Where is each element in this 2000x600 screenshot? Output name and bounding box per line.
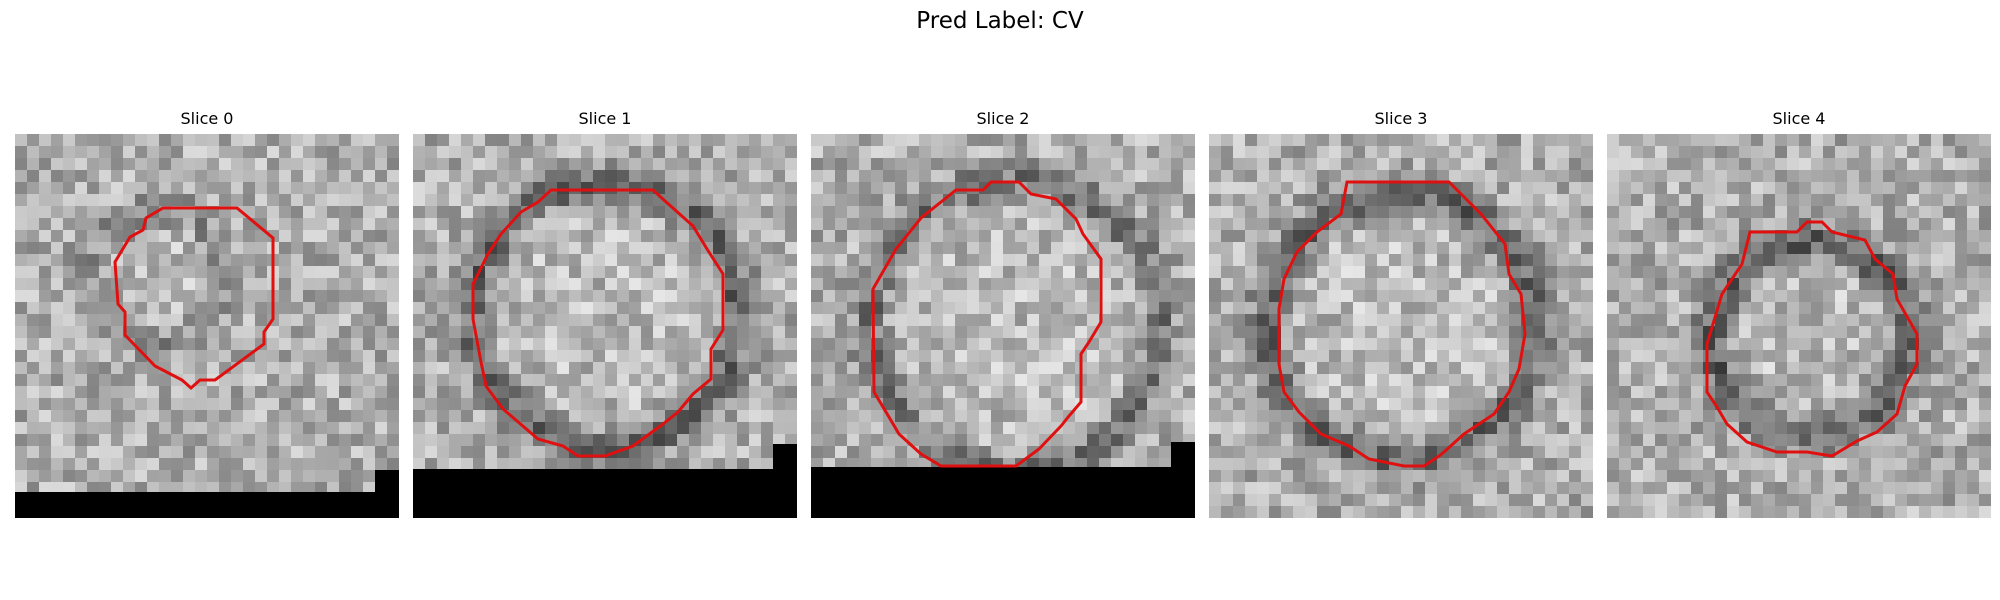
slice-panel-1: Slice 1 xyxy=(413,108,797,518)
membrane-contour xyxy=(871,180,1103,468)
figure-title: Pred Label: CV xyxy=(916,8,1084,34)
slice-image-1 xyxy=(413,134,797,518)
slice-image-3 xyxy=(1209,134,1593,518)
slice-image-4 xyxy=(1607,134,1991,518)
mask-region xyxy=(811,442,1195,518)
slice-panel-0: Slice 0 xyxy=(15,108,399,518)
membrane-contour xyxy=(113,206,275,391)
membrane-contour xyxy=(1705,220,1919,458)
membrane-contour xyxy=(471,188,725,458)
slice-overlay-3 xyxy=(1277,180,1527,468)
mask-region xyxy=(15,470,399,518)
slice-overlay-2 xyxy=(811,180,1195,518)
membrane-contour xyxy=(1277,180,1527,468)
slice-image-2 xyxy=(811,134,1195,518)
slice-panel-3: Slice 3 xyxy=(1209,108,1593,518)
slice-title-3: Slice 3 xyxy=(1374,109,1428,128)
slice-panel-2: Slice 2 xyxy=(811,108,1195,518)
slice-title-4: Slice 4 xyxy=(1772,109,1826,128)
slice-title-1: Slice 1 xyxy=(578,109,632,128)
slice-title-2: Slice 2 xyxy=(976,109,1030,128)
slice-title-0: Slice 0 xyxy=(180,109,234,128)
slice-overlay-0 xyxy=(15,206,399,518)
slice-overlay-1 xyxy=(413,188,797,518)
mask-region xyxy=(413,444,797,518)
slice-panel-4: Slice 4 xyxy=(1607,108,1991,518)
slice-overlay-4 xyxy=(1705,220,1919,458)
slice-image-0 xyxy=(15,134,399,518)
